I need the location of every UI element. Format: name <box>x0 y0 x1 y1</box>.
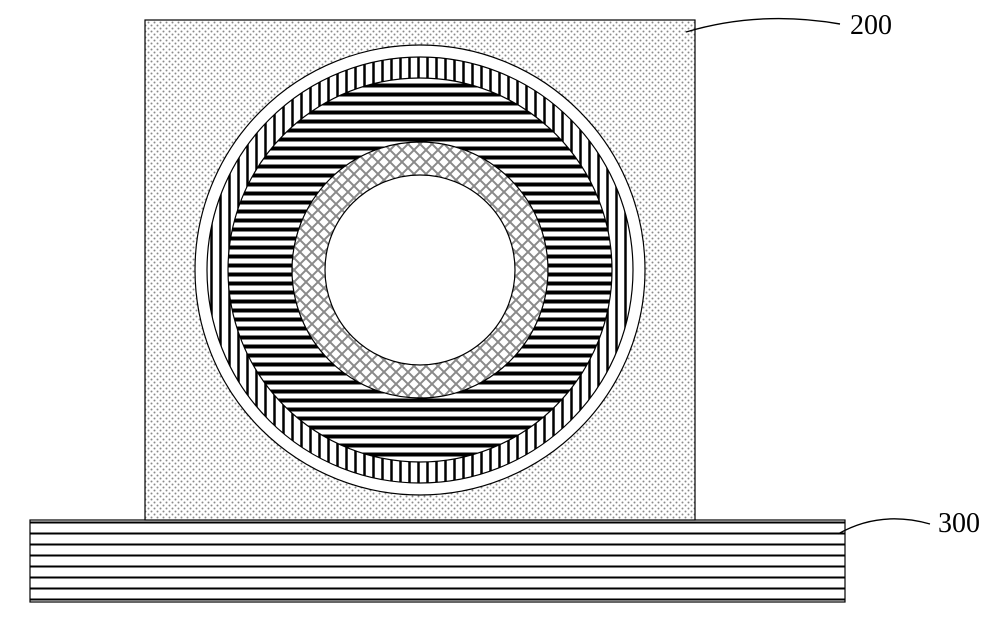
block-200-group <box>145 20 695 520</box>
callout-leader-300 <box>838 519 930 534</box>
callout-leader-200 <box>686 19 840 32</box>
callout-label-200: 200 <box>850 10 892 42</box>
block-300 <box>30 520 845 602</box>
callout-label-300: 300 <box>938 508 980 540</box>
figure-svg <box>0 0 1000 636</box>
figure-canvas: 200 300 <box>0 0 1000 636</box>
ring-inner-white <box>325 175 515 365</box>
